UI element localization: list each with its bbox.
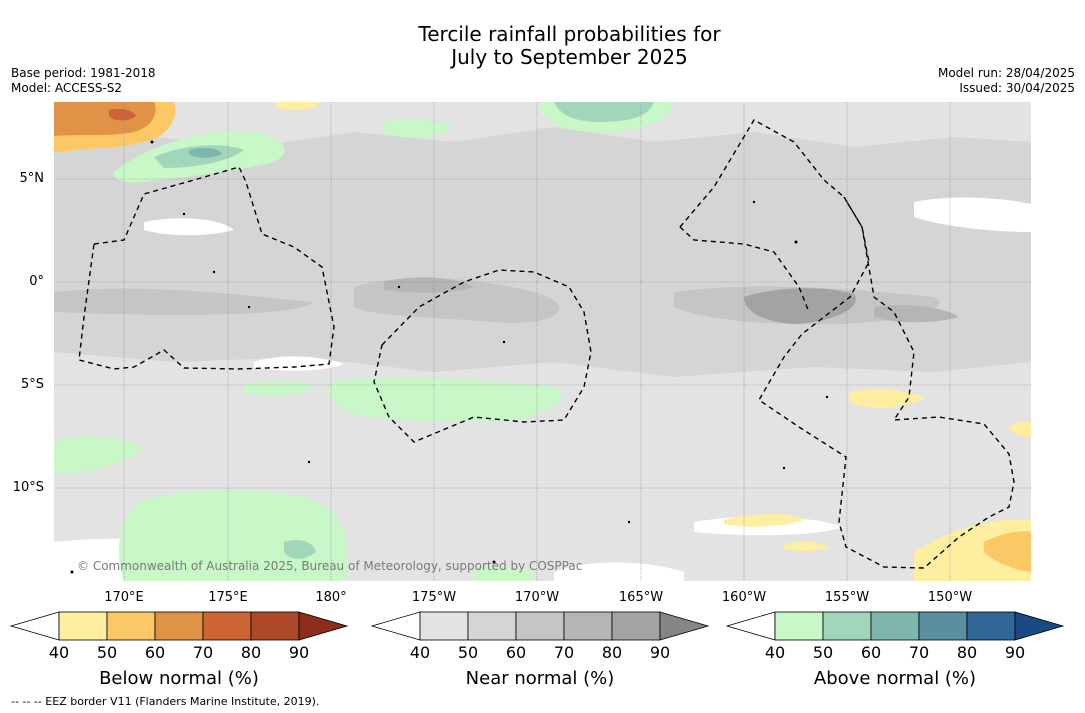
colorbar-tick-label: 70 bbox=[908, 643, 930, 662]
copyright-text: © Commonwealth of Australia 2025, Bureau… bbox=[77, 559, 583, 573]
near-normal-light-top bbox=[54, 102, 1031, 152]
colorbar-segment bbox=[58, 611, 108, 641]
colorbar-above-normal bbox=[725, 611, 1065, 641]
model-name: Model: ACCESS-S2 bbox=[11, 81, 123, 95]
colorbar-near-normal bbox=[370, 611, 710, 641]
map-canvas bbox=[54, 102, 1031, 581]
colorbar-segment bbox=[870, 611, 920, 641]
colorbar-tick-label: 80 bbox=[240, 643, 262, 662]
colorbar-tick-label: 90 bbox=[1004, 643, 1026, 662]
below-normal-patch-e2 bbox=[1009, 421, 1031, 437]
near-normal-dark-2 bbox=[874, 305, 959, 323]
colorbar-below-normal bbox=[9, 611, 349, 641]
map-title-line1: Tercile rainfall probabilities for bbox=[418, 22, 721, 46]
near-normal-mid-2 bbox=[54, 288, 314, 315]
colorbar-segment bbox=[774, 611, 824, 641]
colorbar-tick-label: 60 bbox=[144, 643, 166, 662]
below-normal-patch-n bbox=[274, 102, 319, 110]
lon-label-175e: 175°E bbox=[208, 590, 248, 605]
colorbar-tick-label: 90 bbox=[288, 643, 310, 662]
model-run: Model run: 28/04/2025 bbox=[937, 66, 1075, 80]
above-normal-patch-s bbox=[474, 566, 534, 581]
white-patch-3 bbox=[554, 562, 684, 581]
lat-label-5s: 5°S bbox=[20, 377, 44, 392]
colorbar-segment bbox=[822, 611, 872, 641]
below-normal-patch-e bbox=[849, 389, 924, 408]
lat-label-5n: 5°N bbox=[19, 171, 45, 186]
base-period: Base period: 1981-2018 bbox=[11, 66, 156, 80]
colorbar-tick-label: 40 bbox=[764, 643, 786, 662]
lon-label-165w: 165°W bbox=[618, 590, 664, 605]
colorbar-below-normal-title: Below normal (%) bbox=[99, 668, 259, 689]
colorbar-segment bbox=[918, 611, 968, 641]
below-normal-patch-se3 bbox=[914, 519, 1031, 581]
colorbar-segment bbox=[202, 611, 252, 641]
colorbar-extend-low bbox=[370, 611, 421, 641]
eez-footnote: -- -- -- EEZ border V11 (Flanders Marine… bbox=[11, 695, 320, 708]
white-patch-6 bbox=[914, 197, 1031, 232]
near-normal-dark-1 bbox=[744, 288, 856, 324]
colorbar-tick-label: 60 bbox=[505, 643, 527, 662]
colorbars bbox=[9, 611, 1065, 641]
meta-right: Model run: 28/04/2025 Issued: 30/04/2025 bbox=[938, 66, 1075, 96]
colorbar-above-normal-title: Above normal (%) bbox=[813, 668, 977, 689]
colorbar-tick-label: 50 bbox=[812, 643, 834, 662]
colorbar-tick-label: 90 bbox=[649, 643, 671, 662]
lat-label-0: 0° bbox=[29, 274, 44, 289]
colorbar-segment bbox=[966, 611, 1016, 641]
colorbar-tick-label: 40 bbox=[409, 643, 431, 662]
lon-label-170e: 170°E bbox=[104, 590, 144, 605]
map-gridlines bbox=[54, 102, 1031, 581]
below-normal-patch-se1 bbox=[724, 514, 804, 527]
colorbar-segment bbox=[563, 611, 613, 641]
lon-label-170w: 170°W bbox=[514, 590, 560, 605]
above-normal-patch-mid2 bbox=[244, 380, 314, 396]
colorbar-tick-label: 50 bbox=[457, 643, 479, 662]
colorbar-tick-label: 50 bbox=[96, 643, 118, 662]
below-normal-patch-nw-dark bbox=[54, 102, 156, 136]
above-normal-patch-sw bbox=[119, 490, 348, 581]
above-normal-patch-nw-core bbox=[189, 147, 222, 158]
colorbar-extend-low bbox=[725, 611, 776, 641]
lon-label-155w: 155°W bbox=[824, 590, 870, 605]
colorbar-segment bbox=[154, 611, 204, 641]
white-patch-4 bbox=[144, 218, 234, 236]
above-normal-patch-w bbox=[54, 436, 144, 474]
lon-label-160w: 160°W bbox=[721, 590, 767, 605]
below-normal-patch-se2 bbox=[784, 541, 829, 551]
colorbar-tick-label: 60 bbox=[860, 643, 882, 662]
eez-borders bbox=[78, 119, 1015, 569]
lon-label-180: 180° bbox=[315, 590, 347, 605]
probability-map bbox=[54, 102, 1031, 581]
colorbar-tick-label: 80 bbox=[956, 643, 978, 662]
colorbar-segment bbox=[419, 611, 469, 641]
meta-left: Base period: 1981-2018 Model: ACCESS-S2 bbox=[11, 66, 156, 96]
colorbar-segment bbox=[467, 611, 517, 641]
colorbar-tick-label: 40 bbox=[48, 643, 70, 662]
islands bbox=[70, 140, 829, 574]
colorbar-extend-low bbox=[9, 611, 60, 641]
below-normal-patch-se4 bbox=[984, 531, 1031, 572]
above-normal-patch-mid bbox=[327, 377, 562, 422]
colorbar-tick-label: 70 bbox=[553, 643, 575, 662]
colorbar-segment bbox=[250, 611, 300, 641]
colorbar-extend-high bbox=[1014, 611, 1065, 641]
lat-label-10s: 10°S bbox=[12, 480, 44, 495]
issued-date: Issued: 30/04/2025 bbox=[959, 81, 1075, 95]
below-normal-patch-nw-core bbox=[109, 108, 136, 121]
colorbar-extend-high bbox=[659, 611, 710, 641]
colorbar-segment bbox=[611, 611, 661, 641]
map-title-line2: July to September 2025 bbox=[451, 45, 688, 69]
above-normal-patch-sw-mid bbox=[284, 540, 316, 559]
colorbar-segment bbox=[515, 611, 565, 641]
above-normal-patch-n1 bbox=[384, 119, 454, 138]
colorbar-tick-label: 70 bbox=[192, 643, 214, 662]
lon-label-150w: 150°W bbox=[927, 590, 973, 605]
colorbar-segment bbox=[106, 611, 156, 641]
colorbar-tick-label: 80 bbox=[601, 643, 623, 662]
colorbar-near-normal-title: Near normal (%) bbox=[465, 668, 615, 689]
colorbar-extend-high bbox=[298, 611, 349, 641]
lon-label-175w: 175°W bbox=[411, 590, 457, 605]
above-normal-patch-n2-mid bbox=[554, 102, 654, 122]
